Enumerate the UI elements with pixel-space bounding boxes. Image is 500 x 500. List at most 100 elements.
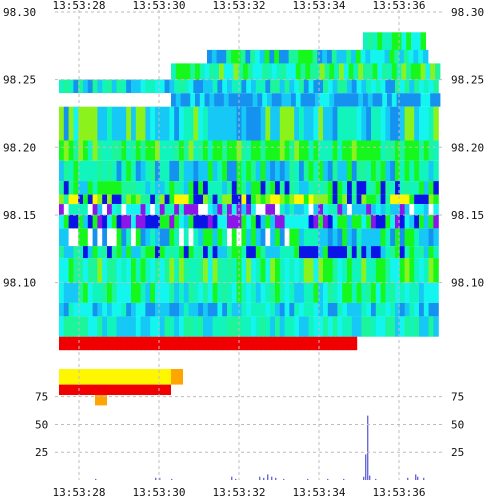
heatmap-cell [116, 160, 122, 182]
heatmap-cell [227, 282, 233, 303]
heatmap-cell [313, 228, 319, 247]
heatmap-cell [262, 93, 268, 107]
heatmap-cell [193, 214, 199, 229]
heatmap-cell [361, 204, 367, 215]
heatmap-cell [198, 160, 204, 182]
heatmap-cell [307, 49, 314, 69]
heatmap-cell [73, 140, 79, 161]
heatmap-cell [199, 63, 206, 80]
heatmap-cell [164, 302, 170, 317]
heatmap-cell [279, 228, 286, 247]
heatmap-cell [371, 282, 377, 303]
heatmap-cell [313, 258, 319, 283]
heatmap-cell [265, 316, 271, 337]
heatmap-cell [78, 93, 84, 107]
heatmap-cell [270, 302, 276, 317]
heatmap-cell [164, 160, 170, 182]
heatmap-cell [255, 282, 262, 303]
heatmap-cell [423, 228, 430, 247]
heatmap-cell [126, 160, 132, 182]
heatmap-cell [233, 93, 239, 107]
heatmap-cell [231, 336, 238, 351]
heatmap-cell [353, 63, 359, 80]
heatmap-cell [155, 228, 161, 247]
heatmap-cell [279, 194, 286, 205]
heatmap-cell [299, 228, 305, 247]
heatmap-cell [342, 106, 348, 141]
heatmap-cell [308, 79, 314, 94]
heatmap-cell [126, 336, 132, 351]
heatmap-cell [102, 194, 108, 205]
heatmap-cell [284, 204, 290, 215]
heatmap-cell [331, 49, 338, 69]
heatmap-cell [121, 282, 127, 303]
heatmap-cell [150, 160, 156, 182]
heatmap-cell [59, 181, 65, 195]
heatmap-cell [193, 258, 199, 283]
heatmap-cell [419, 282, 425, 303]
heatmap-cell [116, 228, 122, 247]
heatmap-cell [131, 204, 137, 215]
heatmap-cell [59, 160, 65, 182]
heatmap-cell [188, 302, 194, 317]
heatmap-cell [371, 228, 377, 247]
heatmap-cell [310, 63, 316, 80]
heatmap-cell [380, 194, 386, 205]
heatmap-cell [351, 282, 358, 303]
heatmap-cell [361, 258, 367, 283]
heatmap-cell [265, 228, 271, 247]
heatmap-cell [291, 63, 297, 80]
volume-bar [231, 476, 233, 480]
heatmap-cell [395, 181, 401, 195]
heatmap-cell [217, 194, 223, 205]
heatmap-cell [361, 106, 367, 141]
heatmap-cell [294, 282, 300, 303]
heatmap-cell [303, 49, 309, 69]
heatmap-cell [87, 246, 94, 259]
heatmap-cell [313, 316, 319, 337]
heatmap-cell [164, 214, 170, 229]
heatmap-cell [68, 214, 74, 229]
heatmap-cell [318, 302, 324, 317]
heatmap-cell [318, 258, 324, 283]
heatmap-cell [361, 246, 367, 259]
heatmap-cell [107, 282, 113, 303]
heatmap-cell [284, 336, 290, 351]
heatmap-cell [211, 49, 218, 69]
heatmap-cell [419, 194, 425, 205]
heatmap-cell [241, 316, 247, 337]
heatmap-cell [351, 316, 358, 337]
heatmap-cell [275, 336, 281, 351]
heatmap-cell [63, 204, 70, 215]
heatmap-cell [356, 282, 362, 303]
heatmap-cell [342, 194, 348, 205]
heatmap-cell [121, 140, 127, 161]
heatmap-cell [111, 258, 118, 283]
x-tick-label-top: 13:53:36 [373, 0, 426, 12]
heatmap-cell [360, 49, 366, 69]
heatmap-cell [279, 140, 286, 161]
heatmap-cell [188, 336, 194, 351]
heatmap-cell [169, 302, 175, 317]
heatmap-cell [179, 336, 185, 351]
heatmap-cell [185, 63, 191, 80]
heatmap-cell [423, 49, 429, 69]
heatmap-cell [97, 181, 103, 195]
heatmap-cell [423, 214, 430, 229]
heatmap-cell [260, 214, 266, 229]
heatmap-cell [68, 282, 74, 303]
heatmap-cell [198, 79, 204, 94]
heatmap-cell [92, 302, 98, 317]
heatmap-cell [212, 336, 218, 351]
heatmap-cell [78, 194, 84, 205]
heatmap-cell [78, 282, 84, 303]
heatmap-cell [155, 79, 161, 94]
heatmap-cell [284, 160, 290, 182]
heatmap-cell [318, 106, 324, 141]
heatmap-cell [366, 204, 372, 215]
heatmap-cell [279, 282, 286, 303]
heatmap-cell [78, 214, 84, 229]
heatmap-cell [332, 302, 338, 317]
heatmap-cell [68, 228, 74, 247]
heatmap-cell [303, 246, 310, 259]
